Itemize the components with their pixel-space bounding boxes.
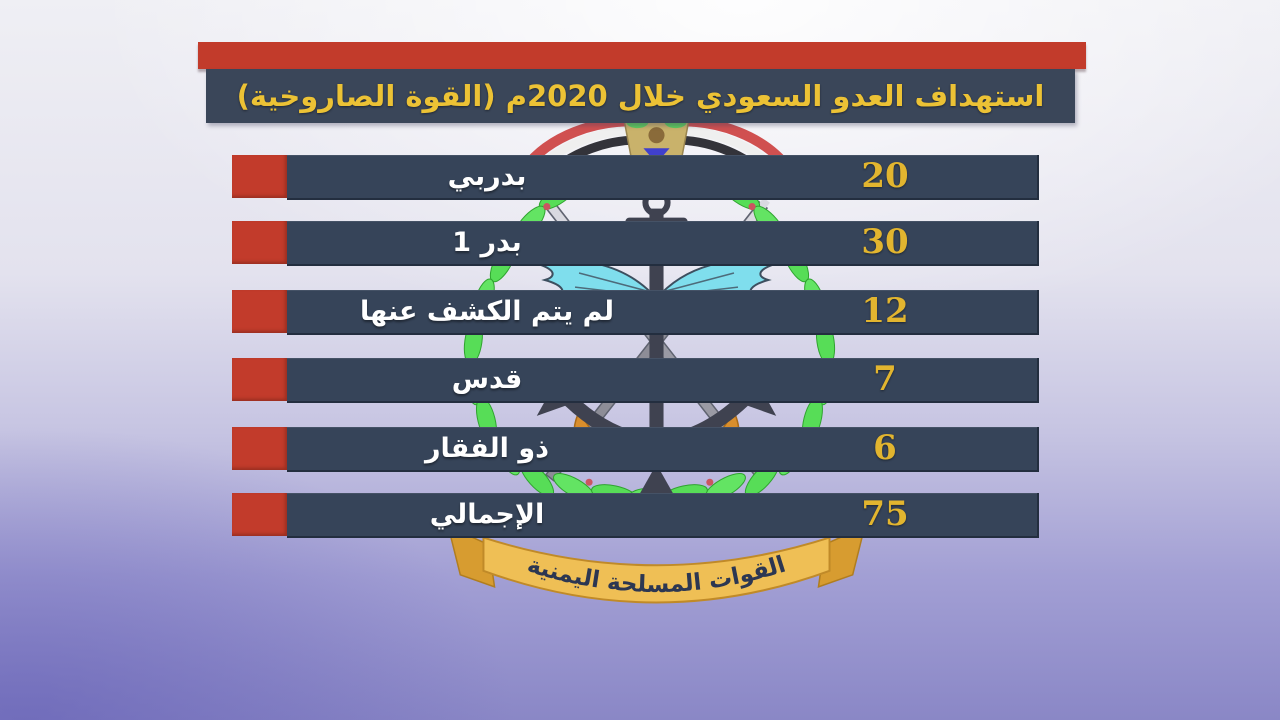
bar: بدر 1 30	[287, 221, 1039, 266]
bar-label: قدس	[451, 363, 523, 395]
bar-value: 7	[873, 358, 897, 399]
bar-value: 20	[861, 155, 909, 196]
bar-label: لم يتم الكشف عنها	[360, 295, 614, 327]
bar-label: بدر 1	[452, 226, 522, 258]
title-box: استهداف العدو السعودي خلال 2020م (القوة …	[206, 69, 1075, 123]
bar-value: 30	[861, 221, 909, 262]
page-title: استهداف العدو السعودي خلال 2020م (القوة …	[236, 79, 1045, 113]
title-accent-bar	[198, 42, 1086, 69]
bar-value: 12	[861, 290, 909, 331]
bar: ذو الفقار 6	[287, 427, 1039, 472]
bar: لم يتم الكشف عنها 12	[287, 290, 1039, 335]
table-row: بدربي 20	[232, 155, 1039, 200]
bar-value: 6	[873, 427, 897, 468]
red-marker	[232, 358, 287, 401]
red-marker	[232, 427, 287, 470]
bar-label: ذو الفقار	[425, 432, 549, 464]
table-row: ذو الفقار 6	[232, 427, 1039, 472]
red-marker	[232, 290, 287, 333]
table-row: لم يتم الكشف عنها 12	[232, 290, 1039, 335]
bar-label: الإجمالي	[429, 498, 545, 530]
bar: قدس 7	[287, 358, 1039, 403]
table-row: بدر 1 30	[232, 221, 1039, 266]
bar: الإجمالي 75	[287, 493, 1039, 538]
bar-value: 75	[861, 493, 909, 534]
table-row: الإجمالي 75	[232, 493, 1039, 538]
red-marker	[232, 155, 287, 198]
table-row: قدس 7	[232, 358, 1039, 403]
red-marker	[232, 221, 287, 264]
bar: بدربي 20	[287, 155, 1039, 200]
bar-label: بدربي	[447, 160, 527, 192]
red-marker	[232, 493, 287, 536]
